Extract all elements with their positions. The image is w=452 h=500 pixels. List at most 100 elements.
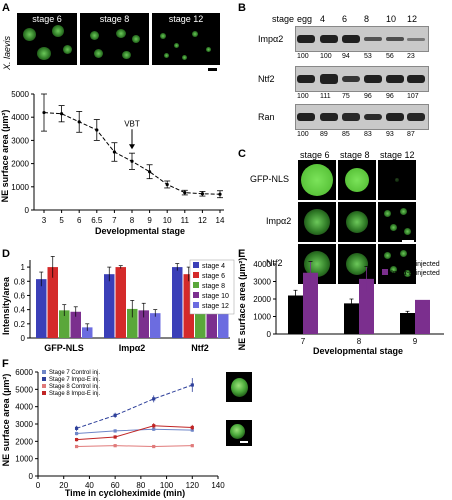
chart-d-bar: [183, 274, 194, 338]
chart-d-ytick-label: 0.2: [14, 320, 26, 329]
blot-quant: 83: [364, 131, 372, 138]
chart-d-bar: [104, 274, 115, 338]
chart-a-ytick-label: 0: [25, 206, 30, 215]
chart-f-xtick-label: 120: [186, 481, 200, 490]
chart-a-xtick-label: 11: [181, 216, 190, 225]
blot-stage-4: 10: [386, 14, 397, 24]
chart-e-ytick-label: 3000: [253, 278, 271, 287]
chart-a-xtick-label: 7: [112, 216, 117, 225]
chart-d-ylabel: Intensity/area: [1, 276, 11, 335]
chart-d-legend-swatch: [193, 262, 199, 268]
chart-f-legend-label: Stage 7 Control inj.: [49, 370, 100, 376]
chart-f-xtick-label: 40: [85, 481, 94, 490]
chart-d-bar: [172, 267, 183, 338]
chart-d-bar: [70, 311, 81, 338]
chart-d: 0 0.2 0.4 0.6 0.8 1 GFP-NLS Impα2 Ntf2 stage 4 sta…: [1, 256, 235, 353]
chart-e-bar: [344, 303, 359, 334]
chart-e-bar: [288, 295, 303, 334]
blot-quant: 100: [320, 53, 332, 60]
blot-band: [386, 36, 404, 42]
blot-quant: 87: [407, 131, 415, 138]
blot-1: [295, 66, 429, 92]
chart-a-point: [148, 170, 152, 174]
blot-band: [320, 34, 338, 44]
chart-f-legend-label: Stage 8 Control inj.: [49, 384, 100, 390]
chart-a-point: [60, 112, 64, 116]
panel-label-d: D: [2, 248, 10, 260]
blot-quant: 94: [342, 53, 350, 60]
blot-quant: 107: [407, 93, 419, 100]
chart-f-xtick-label: 60: [111, 481, 120, 490]
chart-d-ytick-label: 0.8: [14, 277, 26, 286]
chart-f-point: [74, 438, 79, 442]
chart-f-xtick-label: 100: [160, 481, 174, 490]
panel-label-b: B: [238, 2, 246, 14]
blot-band: [407, 74, 425, 84]
c-row-1: Impα2: [266, 216, 292, 226]
chart-e-xtick-label: 8: [357, 337, 362, 346]
blot-band: [342, 35, 360, 43]
chart-e-xtick-label: 9: [413, 337, 418, 346]
blot-band: [407, 113, 425, 121]
blot-band: [364, 36, 382, 42]
blot-band: [320, 113, 338, 121]
blot-band: [342, 75, 360, 83]
chart-e-bar: [415, 299, 430, 334]
chart-f-legend-label: Stage 8 Impα-E inj.: [49, 391, 100, 397]
c-row-0: GFP-NLS: [250, 174, 290, 184]
chart-d-legend-swatch: [193, 292, 199, 298]
chart-e-bar: [303, 272, 318, 334]
panel-label-a: A: [2, 2, 10, 14]
c-micrograph: [378, 202, 416, 242]
chart-e-ytick-label: 1000: [253, 313, 271, 322]
chart-d-category-label: GFP-NLS: [44, 343, 84, 353]
chart-a-ylabel: NE surface area (µm²): [0, 110, 10, 203]
chart-e-ytick-label: 0: [267, 330, 272, 339]
blot-row-label-0: Impα2: [258, 34, 284, 44]
blot-quant: 100: [297, 131, 309, 138]
blot-stage-5: 12: [407, 14, 418, 24]
c-micrograph: [338, 160, 376, 200]
chart-a-xtick-label: 6.5: [91, 216, 103, 225]
chart-a-ytick-label: 4000: [11, 113, 29, 122]
chart-e-xlabel: Developmental stage: [313, 346, 403, 356]
micrograph-f-top: [226, 372, 252, 402]
blot-row-label-1: Ntf2: [258, 74, 275, 84]
chart-f-xtick-label: 80: [136, 481, 145, 490]
c-row-2: Ntf2: [266, 258, 283, 268]
chart-e-legend-swatch: [382, 260, 388, 266]
chart-f-legend-label: Stage 7 Impα-E inj.: [49, 377, 100, 383]
chart-f: 0 1000 2000 3000 4000 5000 6000 0 20 40 60 80 100 120…: [1, 368, 225, 498]
chart-f-ytick-label: 0: [29, 472, 34, 481]
micrograph-a-stage8: stage 8: [80, 13, 149, 65]
chart-f-point: [190, 444, 194, 448]
chart-a-xtick-label: 9: [147, 216, 152, 225]
chart-a-point: [42, 110, 46, 115]
chart-d-ytick-label: 1: [21, 263, 26, 272]
chart-d-bar: [127, 308, 138, 338]
chart-f-legend-swatch: [42, 391, 46, 395]
chart-d-bar: [218, 306, 229, 338]
chart-f-xtick-label: 0: [36, 481, 41, 490]
chart-a: 0 1000 2000 3000 4000 5000 3 5 6 6.5 7 8 9 10 11 12 14 VB…: [0, 90, 225, 236]
chart-a-point: [77, 120, 81, 124]
chart-a-point: [95, 128, 99, 132]
chart-f-ylabel: NE surface area (µm²): [1, 374, 11, 467]
micrograph-a-stage12: stage 12: [152, 13, 220, 65]
chart-f-ytick-label: 4000: [15, 403, 33, 412]
chart-a-point: [165, 182, 169, 187]
chart-d-bar: [138, 310, 149, 338]
c-micrograph: [298, 160, 336, 200]
blot-quant: 100: [297, 93, 309, 100]
blot-0: [295, 26, 429, 52]
chart-f-point: [152, 427, 156, 431]
chart-e-bar: [359, 278, 374, 334]
chart-d-ytick-label: 0.4: [14, 306, 26, 315]
chart-d-category-label: Impα2: [119, 343, 146, 353]
chart-a-point: [112, 150, 116, 154]
chart-f-point: [152, 397, 156, 401]
chart-d-bar: [47, 267, 58, 338]
blot-band: [297, 74, 315, 84]
chart-f-ytick-label: 1000: [15, 455, 33, 464]
chart-d-category-label: Ntf2: [191, 343, 209, 353]
